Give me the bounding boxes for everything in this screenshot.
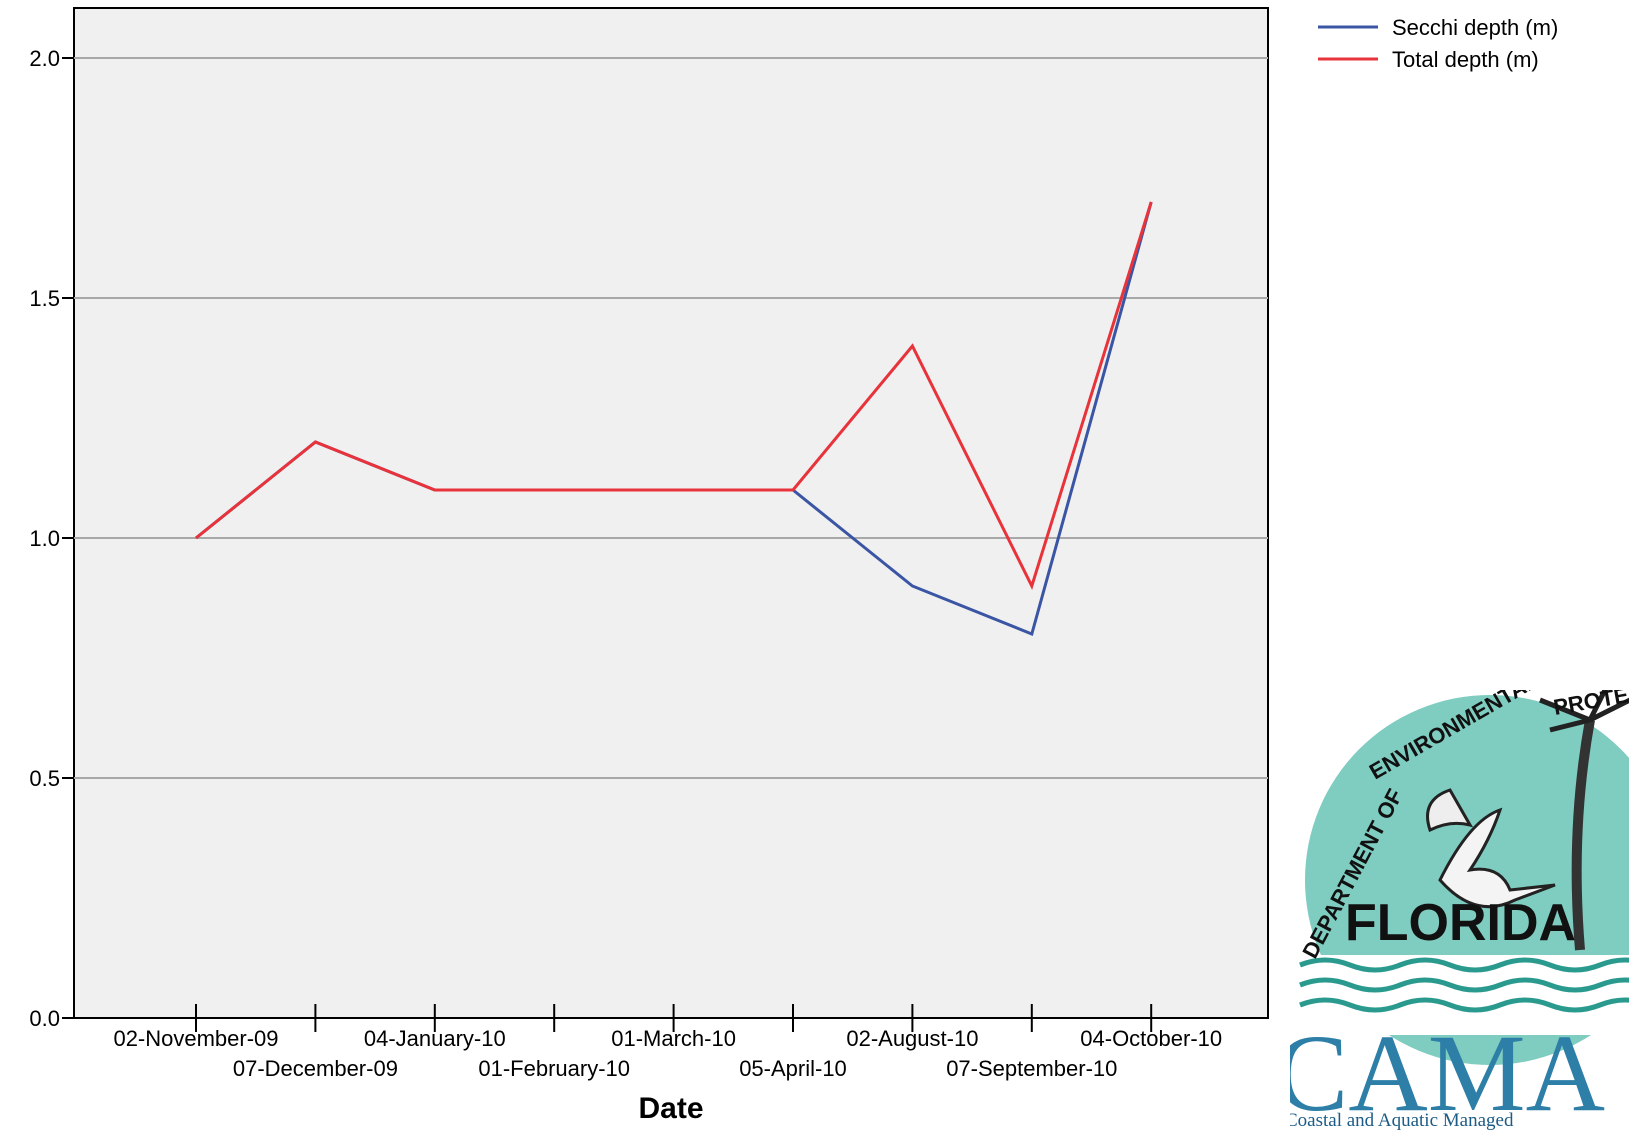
series-line-1	[195, 201, 1153, 591]
florida-dep-logo: DEPARTMENT OF ENVIRONMENTAL PROTECTION F…	[1275, 670, 1629, 1132]
x-axis-title: Date	[638, 1092, 703, 1125]
y-tick-label: 0.0	[29, 1006, 60, 1031]
series-lines	[195, 201, 1153, 637]
logo-florida-text: FLORIDA	[1345, 894, 1576, 952]
x-axis: 02-November-09 07-December-09 04-January-1…	[113, 1004, 1222, 1081]
y-axis: 0.0 0.5 1.0 1.5 2.0	[29, 46, 74, 1031]
plot-area	[73, 7, 1269, 1019]
x-tick-label: 05-April-10	[739, 1056, 847, 1081]
gridlines	[74, 57, 1268, 779]
x-tick-label: 04-January-10	[364, 1026, 506, 1051]
legend-label: Secchi depth (m)	[1392, 15, 1558, 40]
y-tick-label: 1.0	[29, 526, 60, 551]
x-tick-label: 02-August-10	[846, 1026, 978, 1051]
x-tick-label: 07-December-09	[233, 1056, 398, 1081]
x-tick-label: 02-November-09	[113, 1026, 278, 1051]
y-tick-label: 1.5	[29, 286, 60, 311]
y-tick-label: 0.5	[29, 766, 60, 791]
x-tick-label: 01-March-10	[611, 1026, 736, 1051]
svg-text:PROTECTION: PROTECTION	[1552, 670, 1629, 720]
x-tick-label: 04-October-10	[1080, 1026, 1222, 1051]
legend-label: Total depth (m)	[1392, 47, 1539, 72]
logo-cama-text: CAMA	[1275, 1012, 1605, 1132]
x-tick-label: 01-February-10	[478, 1056, 630, 1081]
logo-tagline: Coastal and Aquatic Managed	[1285, 1110, 1514, 1131]
legend: Secchi depth (m) Total depth (m)	[1318, 15, 1558, 72]
y-tick-label: 2.0	[29, 46, 60, 71]
x-tick-label: 07-September-10	[946, 1056, 1117, 1081]
